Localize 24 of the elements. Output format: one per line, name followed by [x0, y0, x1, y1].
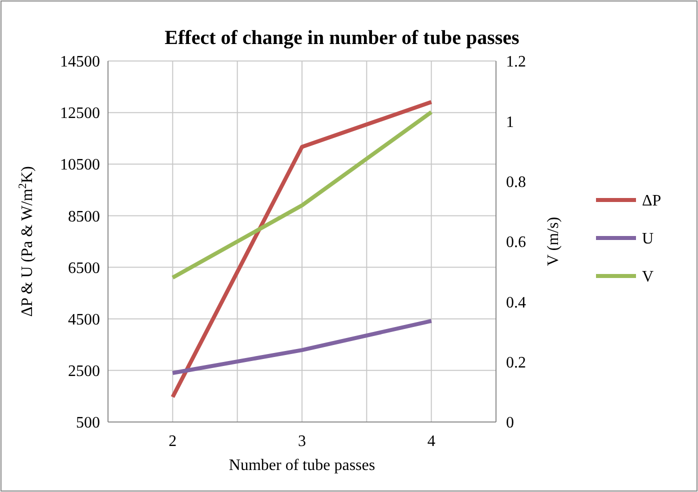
x-tick-label: 4: [427, 433, 436, 450]
legend-label: ΔP: [642, 192, 662, 210]
y2-axis-title: V (m/s): [545, 216, 562, 266]
legend-label: U: [642, 230, 654, 248]
x-axis-title: Number of tube passes: [228, 457, 376, 474]
y2-tick-label: 0.6: [506, 234, 526, 252]
legend-label: V: [642, 268, 654, 286]
y2-tick-label: 0.2: [506, 354, 526, 372]
y2-tick-label: 0.8: [506, 174, 526, 191]
y-tick-label: 10500: [60, 156, 100, 174]
x-tick-label: 3: [298, 433, 306, 450]
y-tick-label: 4500: [68, 311, 100, 328]
chart-title: Effect of change in number of tube passes: [164, 27, 520, 49]
y-tick-label: 500: [76, 414, 100, 432]
y-tick-label: 2500: [68, 363, 100, 380]
x-tick-label: 2: [168, 433, 177, 450]
y2-tick-label: 0: [506, 414, 514, 432]
y2-tick-label: 1.2: [506, 54, 526, 71]
y-tick-label: 6500: [68, 260, 100, 277]
y-tick-label: 8500: [68, 208, 100, 226]
y-tick-label: 14500: [60, 54, 100, 71]
y-tick-label: 12500: [60, 105, 100, 122]
y2-tick-label: 0.4: [506, 294, 526, 312]
y2-tick-label: 1: [506, 114, 514, 131]
